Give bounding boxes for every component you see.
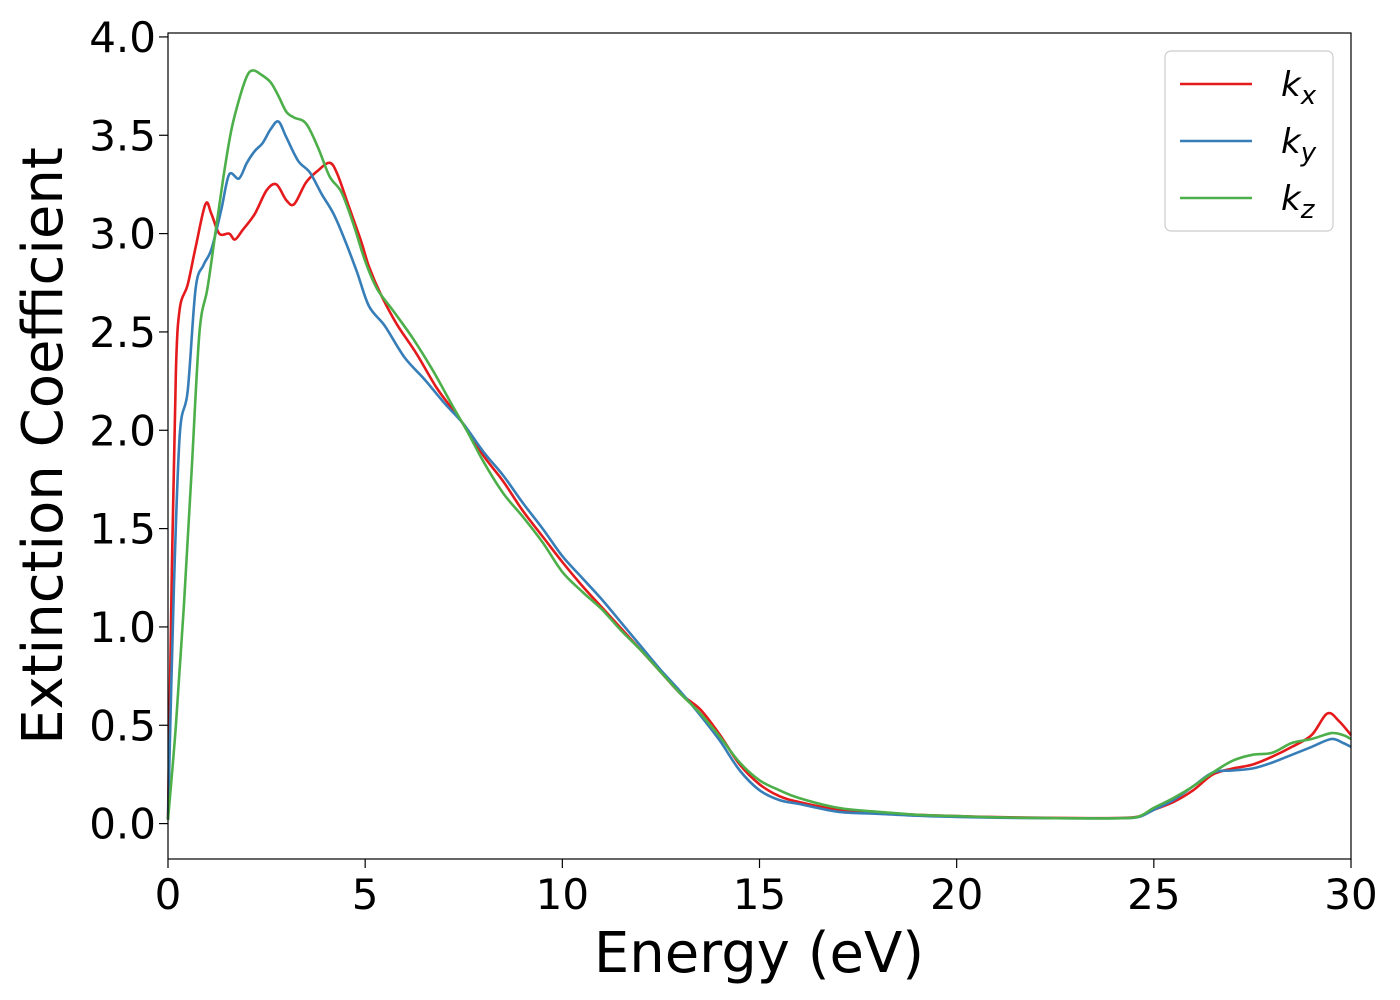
x-tick-label: 15 bbox=[733, 870, 786, 919]
x-axis-title: Energy (eV) bbox=[594, 921, 924, 986]
y-tick-label: 0.0 bbox=[89, 800, 156, 849]
legend: kx ky kz bbox=[1164, 50, 1334, 232]
y-tick-label: 2.0 bbox=[89, 406, 156, 455]
y-tick-label: 2.5 bbox=[89, 308, 156, 357]
y-tick-label: 4.0 bbox=[89, 13, 156, 62]
x-tick-label: 20 bbox=[930, 870, 983, 919]
y-tick-label: 3.5 bbox=[89, 111, 156, 160]
legend-label-y: ky bbox=[1281, 122, 1317, 168]
y-tick-label: 1.5 bbox=[89, 505, 156, 554]
x-tick-label: 0 bbox=[155, 870, 182, 919]
x-tick-label: 5 bbox=[352, 870, 379, 919]
y-tick-label: 3.0 bbox=[89, 210, 156, 259]
x-tick-label: 30 bbox=[1324, 870, 1377, 919]
x-tick-label: 10 bbox=[536, 870, 589, 919]
y-tick-label: 0.5 bbox=[89, 701, 156, 750]
x-tick-label: 25 bbox=[1127, 870, 1180, 919]
y-tick-label: 1.0 bbox=[89, 603, 156, 652]
series-line-x bbox=[166, 161, 1352, 820]
series-line-y bbox=[166, 120, 1352, 820]
series-line-z bbox=[166, 69, 1352, 820]
plot-area-frame bbox=[167, 32, 1352, 860]
legend-label-z: kz bbox=[1281, 179, 1316, 225]
legend-label-x: kx bbox=[1281, 65, 1317, 111]
y-axis-title: Extinction Coefficient bbox=[11, 147, 76, 745]
